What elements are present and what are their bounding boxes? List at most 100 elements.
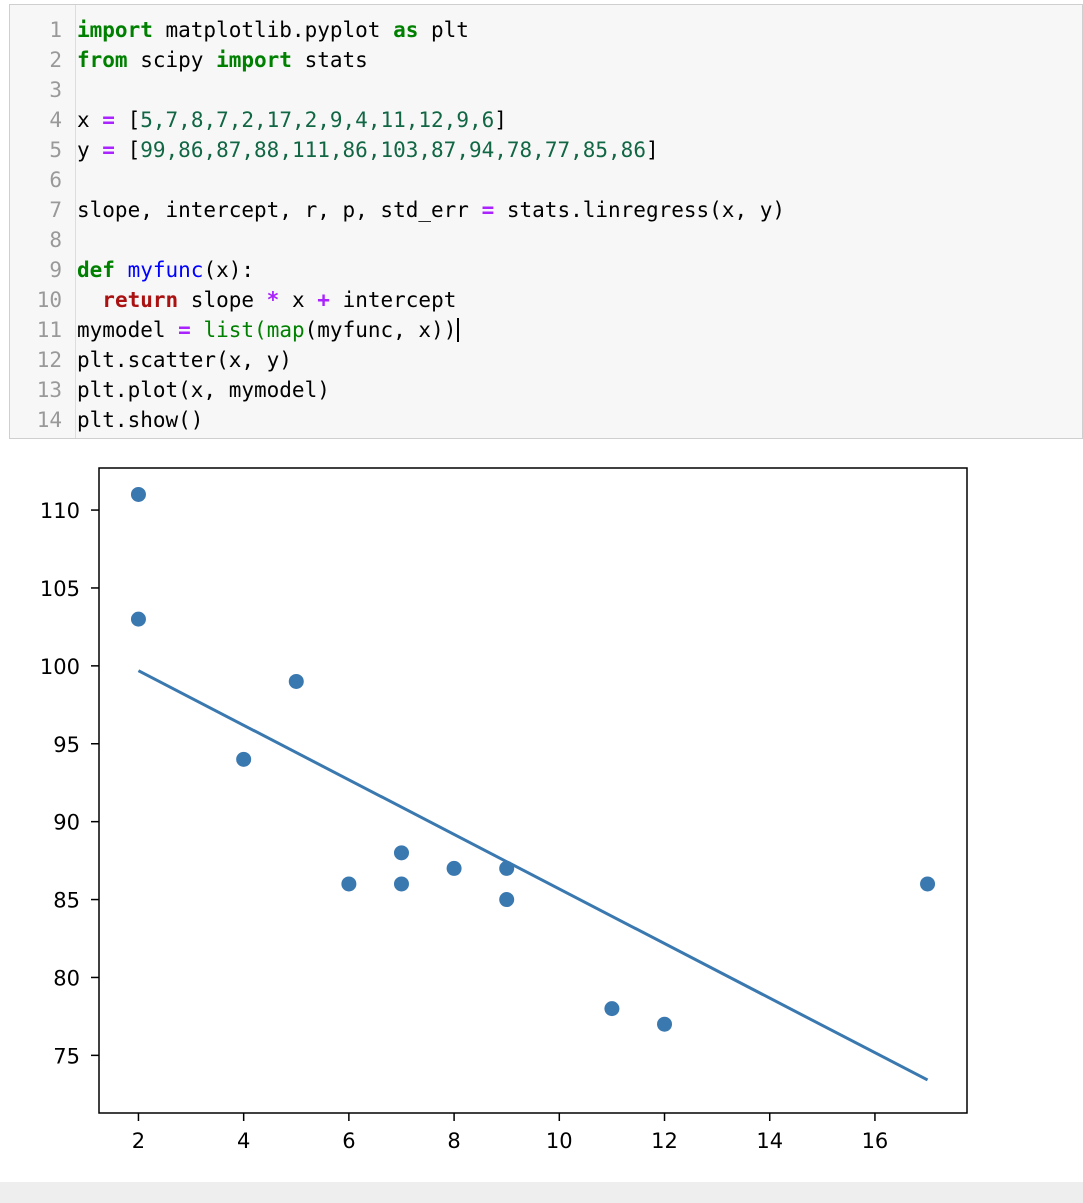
scatter-point [393, 845, 409, 861]
plot-output: 2 4 6 8 10 12 14 16 75 80 85 90 95 100 105 110 [0, 440, 1083, 1180]
operator: = [102, 138, 115, 162]
builtin: list [203, 318, 255, 342]
code-token: [ [114, 138, 141, 162]
operator: + [317, 288, 330, 312]
line-number: 14 [36, 408, 62, 432]
code-token [77, 288, 102, 312]
code-token: (x): [203, 258, 255, 282]
line-number-gutter: 1 2 3 4 5 6 7 8 9 10 11 12 13 14 [10, 5, 76, 438]
scatter-point [130, 486, 146, 502]
code-cell[interactable]: 1 2 3 4 5 6 7 8 9 10 11 12 13 14 import … [9, 4, 1083, 439]
code-token: ( [254, 318, 267, 342]
code-token: y [77, 138, 103, 162]
keyword: def [77, 258, 115, 282]
code-token: scipy [127, 48, 217, 72]
code-token: [ [114, 108, 141, 132]
code-token: mymodel [77, 318, 179, 342]
code-token: x [77, 108, 103, 132]
keyword: as [393, 18, 419, 42]
operator: = [178, 318, 191, 342]
line-number: 2 [49, 48, 62, 72]
code-token: stats.linregress(x, y) [494, 198, 786, 222]
code-line-5[interactable]: y = [99,86,87,88,111,86,103,87,94,78,77,… [77, 135, 659, 165]
number-list: 99,86,87,88,111,86,103,87,94,78,77,85,86 [140, 138, 646, 162]
y-tick-label: 75 [53, 1044, 80, 1068]
x-tick-label: 16 [862, 1129, 889, 1153]
keyword: from [77, 48, 128, 72]
x-tick-label: 6 [342, 1129, 355, 1153]
y-tick-label: 85 [53, 889, 80, 913]
code-line-9[interactable]: def myfunc(x): [77, 255, 254, 285]
x-tick-label: 12 [651, 1129, 678, 1153]
scatter-point [499, 860, 515, 876]
code-line-11[interactable]: mymodel = list(map(myfunc, x)) [77, 315, 460, 345]
number-list: 5,7,8,7,2,17,2,9,4,11,12,9,6 [140, 108, 495, 132]
code-line-10[interactable]: return slope * x + intercept [77, 285, 456, 315]
code-line-14[interactable]: plt.show() [77, 408, 204, 432]
line-number: 13 [36, 378, 62, 402]
keyword: import [77, 18, 153, 42]
line-number: 8 [49, 228, 62, 252]
y-tick-label: 100 [40, 655, 80, 679]
code-token: matplotlib.pyplot [152, 18, 394, 42]
cell-separator [0, 1182, 1083, 1203]
keyword: import [216, 48, 292, 72]
line-number: 12 [36, 348, 62, 372]
function-name: myfunc [127, 258, 204, 282]
y-tick-label: 95 [53, 733, 80, 757]
x-tick-label: 2 [132, 1129, 145, 1153]
line-number: 3 [49, 78, 62, 102]
keyword: return [102, 288, 179, 312]
code-line-2[interactable]: from scipy import stats [77, 45, 368, 75]
builtin: map [266, 318, 305, 342]
scatter-point [657, 1016, 673, 1032]
line-number: 5 [49, 138, 62, 162]
code-line-7[interactable]: slope, intercept, r, p, std_err = stats.… [77, 195, 785, 225]
operator: = [481, 198, 495, 222]
scatter-point [341, 876, 357, 892]
code-token: x [279, 288, 318, 312]
line-number: 9 [49, 258, 62, 282]
y-tick-label: 90 [53, 811, 80, 835]
regression-line [137, 669, 929, 1082]
code-token: (myfunc, x)) [304, 318, 457, 342]
line-number: 4 [49, 108, 62, 132]
line-number: 1 [49, 18, 62, 42]
y-tick-label: 80 [53, 966, 80, 990]
y-tick-label: 110 [40, 499, 80, 523]
operator: = [102, 108, 115, 132]
y-tick-label: 105 [40, 577, 80, 601]
code-token: ] [494, 108, 507, 132]
line-number: 10 [36, 288, 62, 312]
code-token: slope, intercept, r, p, std_err [77, 198, 482, 222]
x-tick-label: 14 [756, 1129, 783, 1153]
operator: * [266, 288, 280, 312]
scatter-point [288, 673, 304, 689]
scatter-point [499, 892, 515, 908]
line-number: 11 [36, 318, 62, 342]
code-line-13[interactable]: plt.plot(x, mymodel) [77, 378, 330, 402]
scatter-point [130, 611, 146, 627]
x-tick-label: 8 [447, 1129, 460, 1153]
code-line-4[interactable]: x = [5,7,8,7,2,17,2,9,4,11,12,9,6] [77, 105, 507, 135]
x-tick-label: 4 [237, 1129, 250, 1153]
code-line-12[interactable]: plt.scatter(x, y) [77, 348, 292, 372]
code-token [191, 318, 204, 342]
scatter-point [393, 876, 409, 892]
x-tick-label: 10 [546, 1129, 573, 1153]
code-token [115, 258, 128, 282]
scatter-point [604, 1001, 620, 1017]
line-number: 6 [49, 168, 62, 192]
code-token: stats [291, 48, 368, 72]
code-token: ] [645, 138, 659, 162]
code-token: intercept [329, 288, 457, 312]
scatter-point [920, 876, 936, 892]
scatter-chart: 2 4 6 8 10 12 14 16 75 80 85 90 95 100 105 110 [40, 467, 968, 1153]
code-line-1[interactable]: import matplotlib.pyplot as plt [77, 15, 469, 45]
text-cursor [457, 318, 460, 342]
plot-frame [98, 467, 968, 1114]
code-token: plt [418, 18, 469, 42]
scatter-point [236, 751, 252, 767]
line-number: 7 [49, 198, 62, 222]
code-token: slope [178, 288, 267, 312]
